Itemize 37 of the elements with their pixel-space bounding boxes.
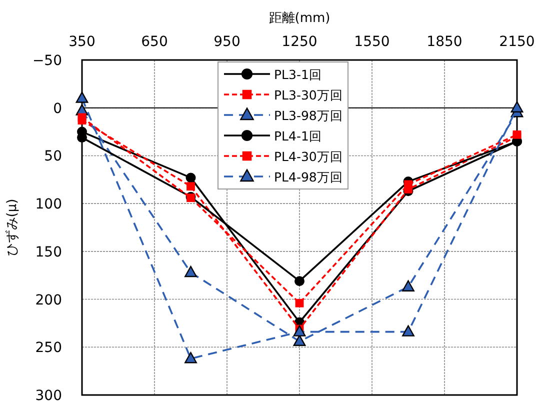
point [184,266,197,278]
y-tick-label: −50 [32,53,62,69]
y-tick-label: 300 [35,388,62,401]
legend-label: PL4-30万回 [274,149,343,164]
point [402,280,414,292]
point [402,325,414,336]
legend-label: PL3-1回 [274,67,322,82]
y-tick-label: 100 [35,196,62,213]
point [76,92,88,103]
y-tick-label: 250 [35,340,62,356]
point [404,180,412,189]
y-tick-label: 50 [44,148,62,165]
y-axis-title: ひずみ(μ) [5,198,20,256]
x-tick-label: 350 [68,34,96,50]
legend-label: PL3-30万回 [274,88,343,102]
point [186,172,196,183]
point [293,325,306,336]
point [295,298,304,308]
x-tick-label: 650 [141,34,168,50]
y-tick-label: 0 [53,100,62,117]
point [78,113,86,122]
legend-label: PL4-1回 [274,128,322,144]
point [186,182,195,191]
x-tick-label: 1550 [354,34,390,50]
x-axis-title: 距離(mm) [268,11,330,26]
legend-label: PL3-98万回 [274,108,343,123]
point [184,352,197,364]
x-tick-label: 950 [214,34,240,50]
x-tick-label: 1250 [282,34,318,50]
x-tick-label: 2150 [499,34,535,50]
point [294,276,304,286]
point [510,101,524,112]
legend-label: PL4-98万回 [274,170,343,184]
point [293,334,306,346]
y-tick-label: 150 [35,244,62,260]
y-tick-label: 200 [35,292,62,308]
x-tick-label: 1850 [426,34,462,50]
